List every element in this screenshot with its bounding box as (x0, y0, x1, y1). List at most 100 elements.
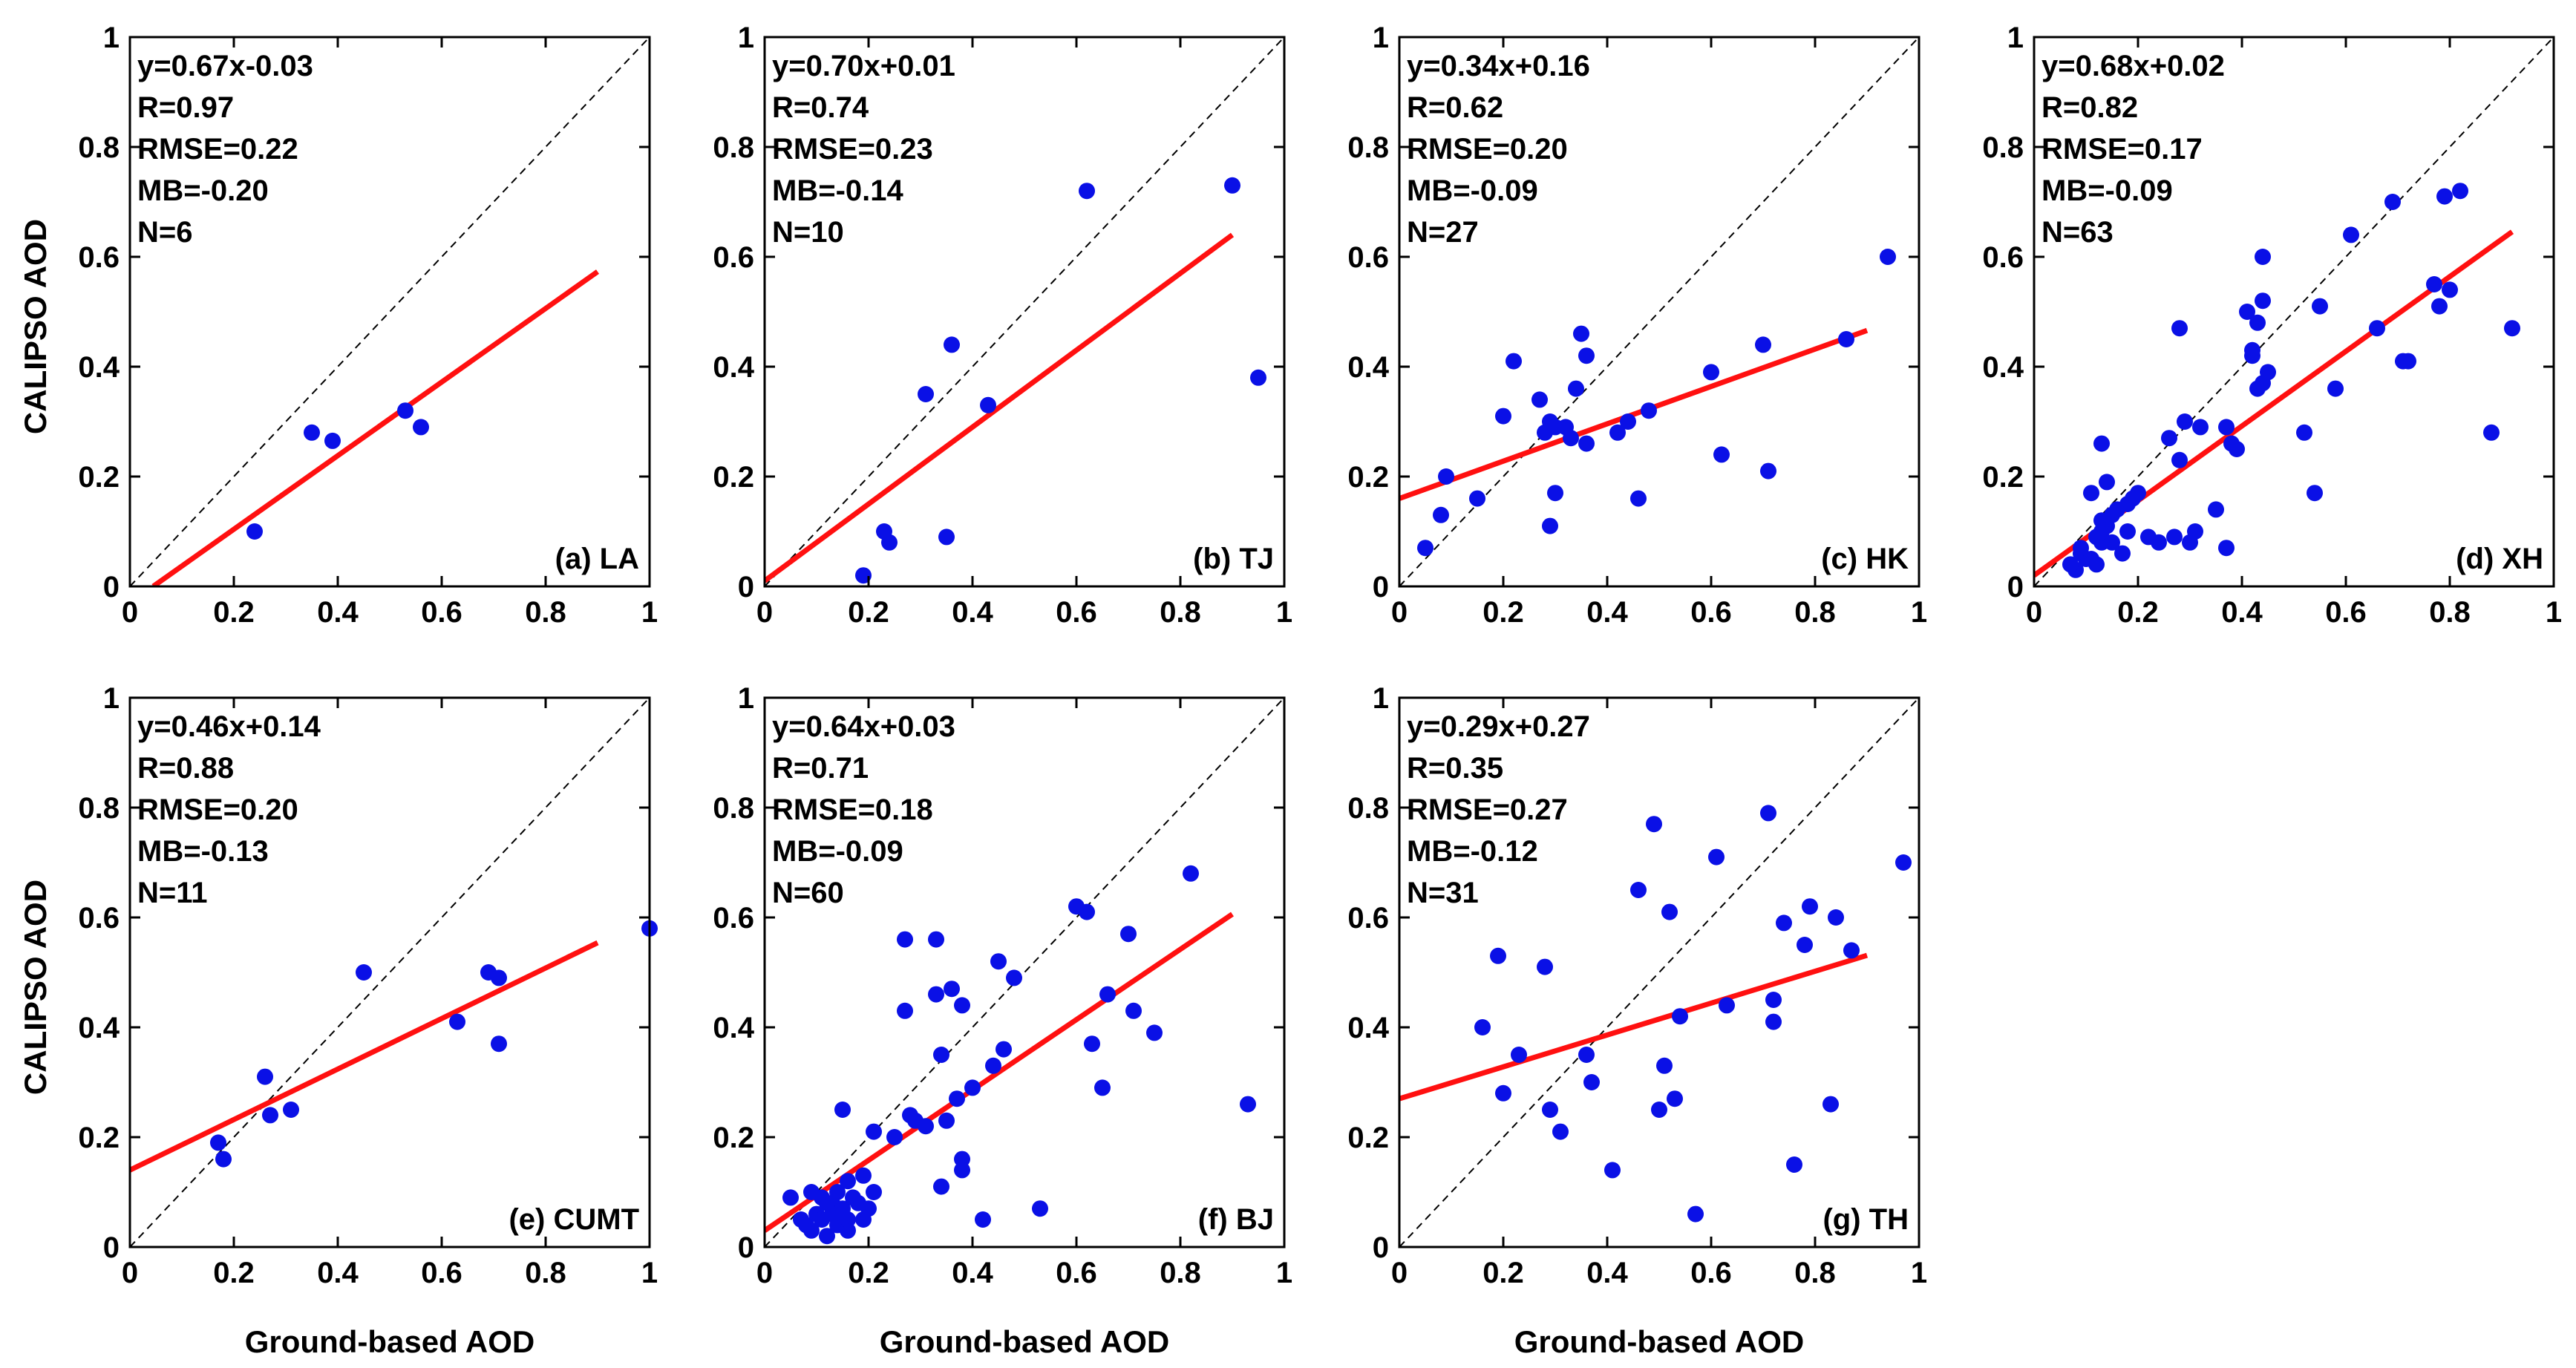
x-tick-label: 0 (1391, 1257, 1408, 1289)
data-point (1433, 506, 1449, 523)
stat-line: R=0.62 (1407, 91, 1503, 124)
data-point (2208, 501, 2224, 518)
data-point (1630, 490, 1647, 507)
data-point (897, 931, 913, 948)
data-point (1578, 347, 1595, 364)
data-point (1537, 958, 1553, 975)
data-point (996, 1041, 1012, 1058)
y-tick-label: 0.6 (713, 241, 754, 274)
data-point (980, 396, 996, 413)
stat-line: N=60 (772, 877, 844, 909)
y-tick-label: 1 (103, 22, 120, 54)
x-tick-label: 0.8 (1160, 1257, 1201, 1289)
data-point (819, 1228, 835, 1245)
x-tick-label: 1 (641, 596, 658, 629)
fit-line (765, 232, 1235, 583)
data-point (819, 1194, 835, 1211)
x-tick-label: 0.2 (848, 1257, 889, 1289)
data-point (2255, 292, 2271, 310)
y-axis-title-top: CALIPSO AOD (18, 219, 53, 434)
data-point (954, 997, 970, 1014)
data-point (928, 931, 944, 948)
data-point (1511, 1047, 1527, 1063)
stat-line: MB=-0.14 (772, 174, 903, 207)
stat-line: R=0.35 (1407, 752, 1503, 785)
y-tick-label: 1 (738, 22, 754, 54)
data-point (2166, 528, 2183, 546)
y-tick-label: 0.4 (78, 1012, 120, 1044)
data-point (1240, 1096, 1256, 1113)
panel-label: (b) TJ (1193, 543, 1274, 575)
data-point (840, 1173, 856, 1190)
data-point (1547, 485, 1563, 502)
x-tick-label: 0.2 (213, 596, 255, 629)
y-tick-label: 1 (738, 682, 754, 715)
data-point (1490, 947, 1506, 964)
data-point (324, 432, 341, 449)
data-point (2119, 523, 2136, 540)
stat-line: R=0.97 (137, 91, 234, 124)
plot-frame (1398, 696, 1920, 1248)
x-tick-label: 0 (122, 596, 138, 629)
x-tick-label: 1 (1276, 1257, 1292, 1289)
stat-line: MB=-0.09 (772, 835, 903, 868)
x-tick-label: 0.8 (2429, 596, 2471, 629)
data-point (855, 1167, 872, 1184)
y-tick-label: 0.4 (1347, 1012, 1389, 1044)
stat-line: N=27 (1407, 216, 1479, 249)
data-point (2161, 430, 2177, 447)
points-e (210, 920, 658, 1168)
data-point (2130, 485, 2146, 502)
stat-line: y=0.29x+0.27 (1407, 710, 1590, 743)
y-tick-label: 0 (103, 1231, 120, 1264)
y-tick-label: 1 (1373, 682, 1389, 715)
y-tick-label: 1 (2007, 22, 2024, 54)
stat-line: RMSE=0.17 (2041, 133, 2203, 166)
stat-line: RMSE=0.20 (137, 793, 298, 826)
stat-line: MB=-0.20 (137, 174, 269, 207)
data-point (2452, 183, 2468, 200)
y-tick-label: 0.8 (78, 131, 120, 164)
data-point (897, 1002, 913, 1019)
y-tick-label: 0.4 (713, 1012, 754, 1044)
panel-label: (a) LA (555, 543, 639, 575)
data-point (1099, 986, 1116, 1003)
data-point (2436, 188, 2453, 205)
data-point (1641, 402, 1657, 419)
data-point (2104, 534, 2120, 551)
data-point (1506, 353, 1522, 370)
data-point (928, 986, 944, 1003)
data-point (860, 1200, 877, 1217)
data-point (1224, 177, 1240, 194)
y-tick-label: 0.8 (713, 131, 754, 164)
data-point (2062, 556, 2079, 573)
x-tick-label: 0.8 (1794, 1257, 1836, 1289)
data-point (829, 1184, 846, 1200)
x-tick-label: 0.6 (1056, 596, 1097, 629)
stat-line: RMSE=0.22 (137, 133, 298, 166)
stat-line: MB=-0.13 (137, 835, 269, 868)
data-point (2093, 523, 2110, 540)
data-point (491, 1035, 507, 1053)
data-point (2504, 320, 2520, 337)
x-tick-label: 0.6 (421, 596, 462, 629)
stat-line: y=0.67x-0.03 (137, 50, 313, 82)
data-point (782, 1189, 799, 1206)
data-point (304, 424, 320, 441)
x-tick-label: 0.6 (1690, 596, 1732, 629)
y-tick-label: 0.6 (713, 902, 754, 935)
y-tick-label: 0.8 (1347, 131, 1389, 164)
panel-g: 0 0.2 0.4 0.6 0.8 1 0 0.2 0.4 0.6 0.8 1 y=0.29x+0.27… (1347, 682, 1927, 1289)
data-point (1417, 540, 1434, 557)
data-point (933, 1047, 949, 1063)
data-point (1079, 183, 1095, 200)
data-point (2483, 424, 2500, 441)
y-tick-label: 0.2 (1347, 461, 1389, 494)
data-point (1563, 430, 1579, 447)
panel-e: 0 0.2 0.4 0.6 0.8 1 0 0.2 0.4 0.6 0.8 1 y=0.46x+0.14… (78, 682, 658, 1289)
data-point (1568, 380, 1584, 397)
stat-line: R=0.88 (137, 752, 234, 785)
x-tick-label: 0.6 (1056, 1257, 1097, 1289)
y-tick-label: 0.6 (1347, 241, 1389, 274)
fit-line (1399, 952, 1869, 1102)
